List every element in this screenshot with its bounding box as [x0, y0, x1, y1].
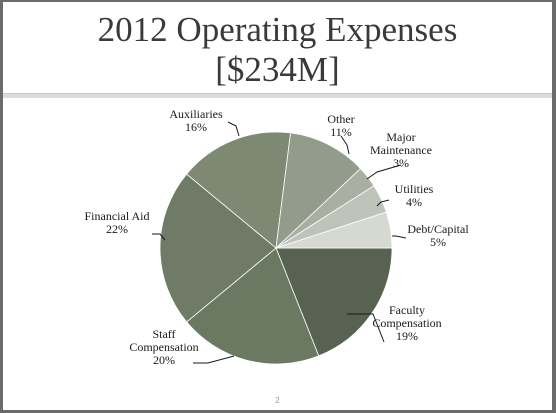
label-leaders	[152, 121, 407, 364]
slice-category: Compensation	[372, 316, 441, 330]
leader-line-0	[347, 313, 385, 343]
slice-label-5: Major Maintenance 3%	[370, 130, 432, 170]
slice-category: Utilities	[395, 182, 434, 196]
title-line-1: 2012 Operating Expenses	[97, 10, 458, 49]
slice-category: Financial Aid	[85, 209, 150, 223]
leader-line-7	[392, 235, 407, 239]
slice-label-2: Financial Aid 22%	[85, 209, 150, 236]
slice-label-4: Other 11%	[327, 112, 354, 139]
slice-category: Compensation	[129, 340, 198, 354]
leader-line-4	[340, 135, 350, 155]
leader-line-2	[152, 233, 166, 241]
slice-label-1: Staff Compensation 20%	[129, 327, 198, 367]
slice-category: Debt/Capital	[407, 222, 469, 236]
slice-label-0: Faculty Compensation 19%	[372, 303, 441, 343]
pie-slice-7	[275, 211, 393, 249]
pie-slice-2	[159, 173, 277, 323]
page-number: 2	[275, 396, 280, 405]
slide: 2012 Operating Expenses [$234M] Faculty C…	[3, 2, 552, 410]
slice-percent: 3%	[393, 156, 409, 170]
slice-category: Maintenance	[370, 143, 432, 157]
slice-labels: Faculty Compensation 19%Staff Compensation 2…	[85, 107, 470, 367]
slice-percent: 16%	[185, 120, 207, 134]
title-divider	[3, 93, 552, 98]
slice-percent: 5%	[430, 235, 446, 249]
slice-percent: 19%	[396, 329, 418, 343]
slice-percent: 20%	[153, 353, 175, 367]
leader-line-1	[193, 355, 235, 364]
slice-category: Faculty	[389, 303, 425, 317]
pie-slice-1	[186, 247, 320, 365]
slice-percent: 11%	[330, 125, 352, 139]
slice-category: Auxiliaries	[169, 107, 223, 121]
leader-line-6	[376, 199, 390, 207]
slice-category: Major	[386, 130, 415, 144]
slice-category: Other	[327, 112, 354, 126]
slice-label-7: Debt/Capital 5%	[407, 222, 469, 249]
pie-chart: Faculty Compensation 19%Staff Compensation 2…	[85, 107, 470, 367]
leader-line-5	[366, 164, 402, 180]
slice-category: Staff	[152, 327, 175, 341]
leader-line-3	[227, 121, 240, 137]
slice-percent: 22%	[106, 222, 128, 236]
title-line-2: [$234M]	[215, 50, 340, 89]
slide-title: 2012 Operating Expenses [$234M]	[3, 10, 552, 90]
slice-label-6: Utilities 4%	[395, 182, 434, 209]
slice-label-3: Auxiliaries 16%	[169, 107, 223, 134]
slice-percent: 4%	[406, 195, 422, 209]
pie-slice-3	[186, 131, 291, 249]
pie-slice-4	[275, 132, 362, 250]
pie-slices	[159, 131, 393, 365]
pie-slice-0	[275, 247, 393, 357]
